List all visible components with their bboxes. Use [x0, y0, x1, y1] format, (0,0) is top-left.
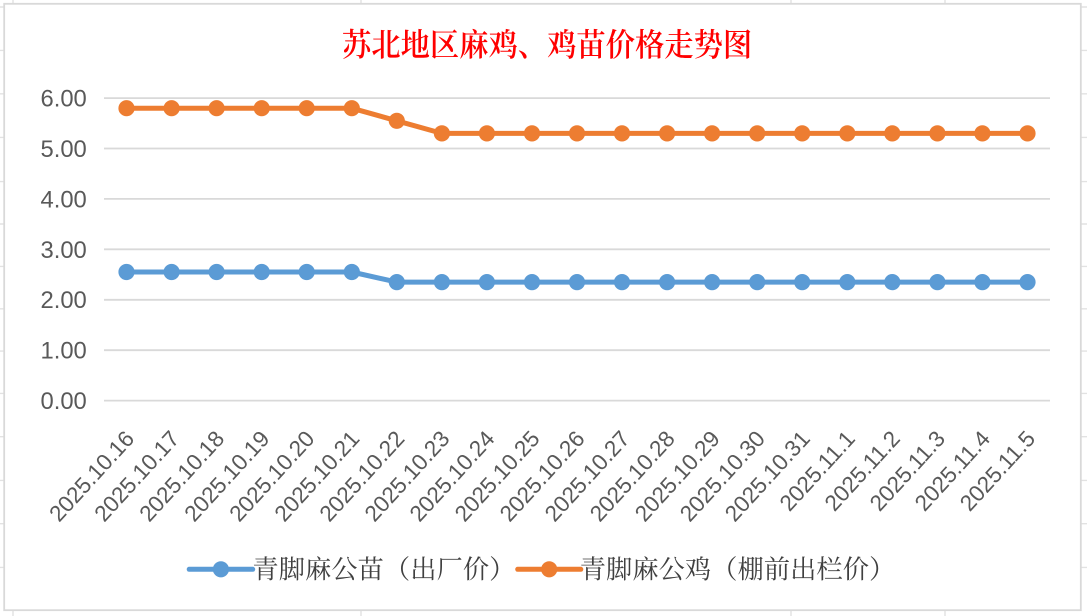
svg-text:3.00: 3.00: [40, 237, 86, 264]
svg-text:1.00: 1.00: [40, 338, 86, 365]
svg-text:6.00: 6.00: [40, 86, 86, 113]
svg-text:4.00: 4.00: [40, 186, 86, 213]
svg-text:5.00: 5.00: [40, 136, 86, 163]
svg-text:2.00: 2.00: [40, 287, 86, 314]
svg-text:0.00: 0.00: [40, 388, 86, 415]
